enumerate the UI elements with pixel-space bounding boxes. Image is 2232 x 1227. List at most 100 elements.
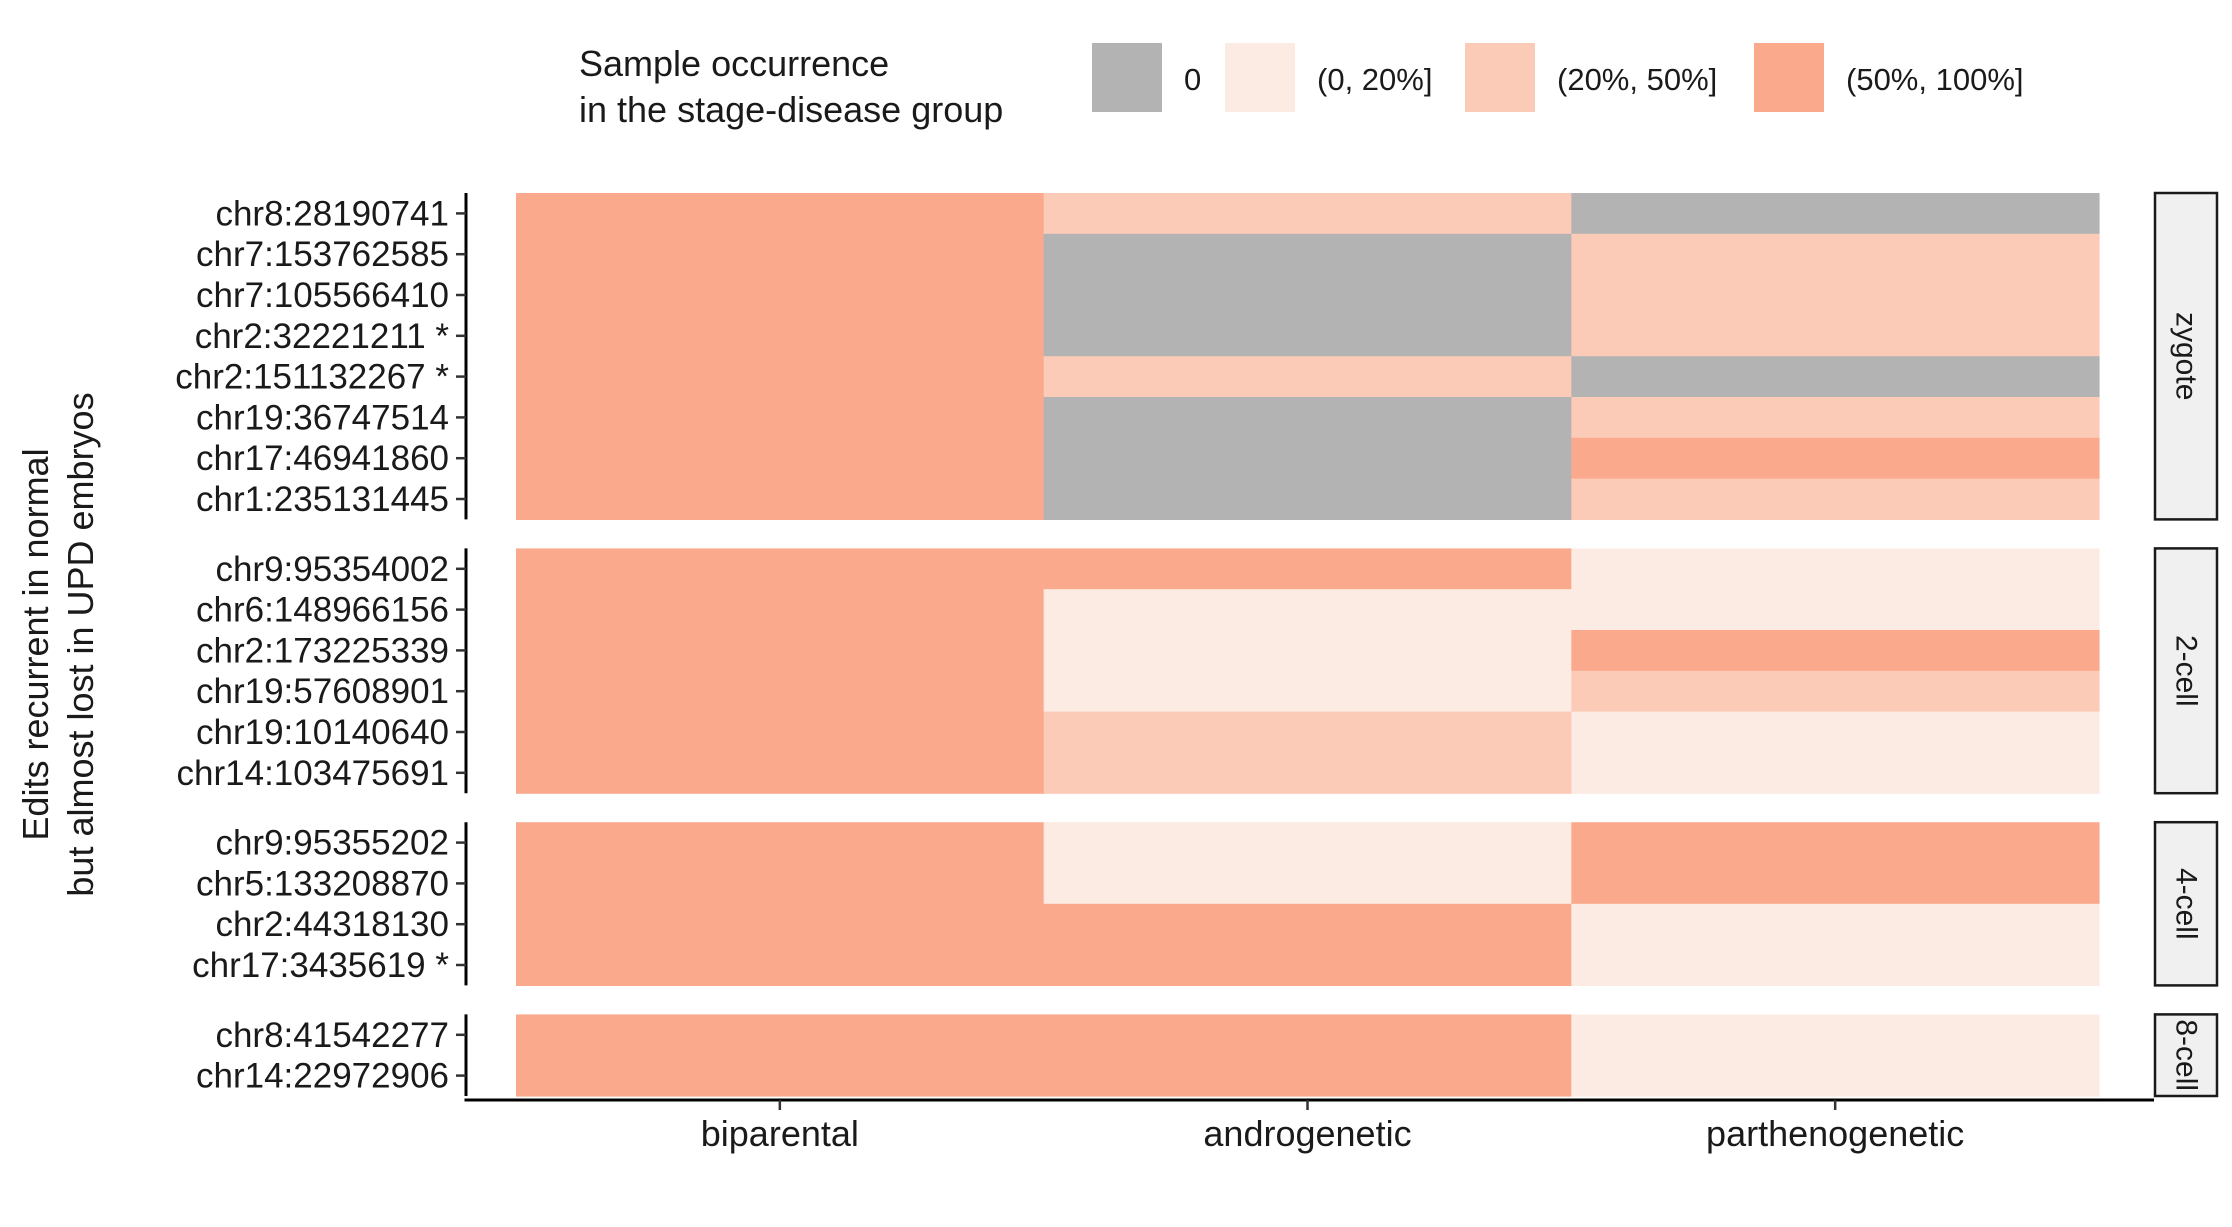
heatmap-cell <box>1571 478 2100 520</box>
heatmap-cell <box>1571 356 2100 398</box>
heatmap-cell <box>516 1055 1045 1097</box>
y-tick-label: chr9:95355202 <box>215 824 449 863</box>
heatmap-cell <box>1571 315 2100 357</box>
heatmap-cell <box>516 589 1045 631</box>
heatmap-cell <box>1043 1055 1572 1097</box>
heatmap-cell <box>1043 397 1572 439</box>
heatmap-cell <box>1043 356 1572 398</box>
y-tick-label: chr8:41542277 <box>215 1016 449 1055</box>
heatmap-cell <box>1043 630 1572 672</box>
legend-key <box>1092 43 1162 112</box>
legend-key <box>1225 43 1295 112</box>
heatmap-cell <box>1571 589 2100 631</box>
heatmap-cell <box>1043 274 1572 316</box>
y-tick-label: chr17:3435619 * <box>192 946 449 985</box>
heatmap-cell <box>1043 193 1572 235</box>
heatmap-cell <box>1571 903 2100 946</box>
heatmap-cell <box>516 397 1045 439</box>
heatmap-cell <box>1571 193 2100 235</box>
heatmap-cell <box>1043 589 1572 631</box>
y-tick-label: chr7:153762585 <box>196 235 449 274</box>
heatmap-cell <box>1043 437 1572 480</box>
facet-strip-label: 8-cell <box>2170 1019 2203 1091</box>
legend-label: 0 <box>1184 62 1201 97</box>
heatmap-cell <box>1043 752 1572 794</box>
legend-label: (0, 20%] <box>1317 62 1432 97</box>
heatmap-cell <box>1043 670 1572 713</box>
heatmap-cell <box>516 356 1045 398</box>
legend-title: in the stage-disease group <box>579 89 1003 130</box>
heatmap-cell <box>1043 863 1572 905</box>
heatmap-cell <box>1043 478 1572 520</box>
heatmap-cell <box>1571 863 2100 905</box>
heatmap-cell <box>1571 752 2100 794</box>
heatmap-cell <box>516 903 1045 946</box>
heatmap-cell <box>1571 397 2100 439</box>
y-tick-label: chr6:148966156 <box>196 591 449 630</box>
heatmap-cell <box>1571 548 2100 590</box>
facet-strip-label: 4-cell <box>2170 868 2203 940</box>
y-axis-title: but almost lost in UPD embryos <box>60 392 101 896</box>
y-tick-label: chr19:10140640 <box>196 713 449 752</box>
facet-strip-label: 2-cell <box>2170 635 2203 707</box>
heatmap-cell <box>1571 274 2100 316</box>
y-tick-label: chr19:36747514 <box>196 398 449 437</box>
facet-strip <box>2153 191 2219 521</box>
heatmap-cell <box>1043 548 1572 590</box>
heatmap-cell <box>516 711 1045 753</box>
legend-key <box>1754 43 1824 112</box>
y-tick-label: chr2:32221211 * <box>195 317 450 356</box>
heatmap-cell <box>516 752 1045 794</box>
y-tick-label: chr1:235131445 <box>196 480 449 519</box>
heatmap-cell <box>516 630 1045 672</box>
heatmap-cell <box>516 1014 1045 1056</box>
heatmap-cell <box>1043 1014 1572 1056</box>
heatmap-cell <box>1043 944 1572 986</box>
x-tick-label: biparental <box>701 1113 859 1154</box>
heatmap-cell <box>516 944 1045 986</box>
heatmap-cell <box>516 822 1045 864</box>
y-tick-label: chr14:22972906 <box>196 1057 449 1096</box>
facet-strip-label: zygote <box>2170 312 2203 400</box>
heatmap-cell <box>516 863 1045 905</box>
y-tick-label: chr8:28190741 <box>215 194 449 233</box>
heatmap-cell <box>1571 670 2100 713</box>
x-tick-label: parthenogenetic <box>1706 1113 1964 1154</box>
heatmap-cell <box>516 437 1045 480</box>
legend-label: (50%, 100%] <box>1846 62 2024 97</box>
legend-label: (20%, 50%] <box>1557 62 1717 97</box>
heatmap-cell <box>1571 822 2100 864</box>
heatmap-cell <box>1043 903 1572 946</box>
y-tick-label: chr2:173225339 <box>196 631 449 670</box>
facet-strip <box>2153 1013 2219 1098</box>
y-tick-label: chr9:95354002 <box>215 550 449 589</box>
x-tick-label: androgenetic <box>1203 1113 1411 1154</box>
heatmap-cell <box>1043 315 1572 357</box>
y-tick-label: chr14:103475691 <box>177 754 449 793</box>
heatmap-cell <box>516 548 1045 590</box>
heatmap-cell <box>1571 233 2100 276</box>
heatmap-cell <box>1571 1055 2100 1097</box>
facet-strip <box>2153 820 2219 987</box>
y-axis-title: Edits recurrent in normal <box>15 448 56 840</box>
heatmap-cell <box>1571 711 2100 753</box>
heatmap-cell <box>1571 1014 2100 1056</box>
y-tick-label: chr19:57608901 <box>196 672 449 711</box>
y-tick-label: chr5:133208870 <box>196 864 449 903</box>
heatmap-cell <box>516 478 1045 520</box>
y-tick-label: chr17:46941860 <box>196 439 449 478</box>
heatmap-cell <box>1571 437 2100 480</box>
facet-strip <box>2153 547 2219 795</box>
heatmap-cell <box>516 315 1045 357</box>
y-tick-label: chr7:105566410 <box>196 276 449 315</box>
heatmap-cell <box>516 274 1045 316</box>
heatmap-cell <box>516 193 1045 235</box>
heatmap-cell <box>1043 711 1572 753</box>
heatmap-cell <box>516 670 1045 713</box>
legend-title: Sample occurrence <box>579 43 889 84</box>
y-tick-label: chr2:151132267 * <box>175 358 449 397</box>
heatmap-cell <box>516 233 1045 276</box>
heatmap-cell <box>1043 822 1572 864</box>
y-tick-label: chr2:44318130 <box>215 905 449 944</box>
